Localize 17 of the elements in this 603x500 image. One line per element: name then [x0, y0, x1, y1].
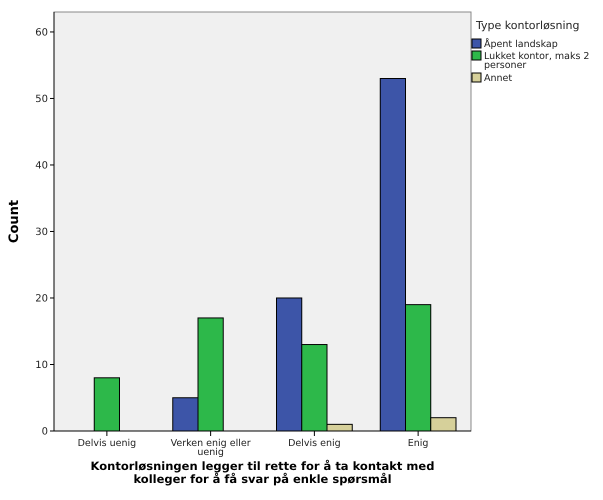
legend-label: Annet	[484, 73, 512, 84]
legend-title: Type kontorløsning	[475, 19, 580, 32]
y-tick-label: 10	[35, 360, 48, 371]
x-tick-label: Enig	[408, 438, 428, 449]
legend-label: Åpent landskap	[484, 38, 558, 50]
x-axis-title: Kontorløsningen legger til rette for å ta kontakt med kolleger for å få svar på enkle spørsmål	[90, 459, 434, 486]
legend-label: Lukket kontor, maks 2 personer	[484, 51, 590, 71]
y-tick-label: 50	[35, 94, 48, 105]
y-tick-label: 40	[35, 160, 48, 172]
y-tick-label: 0	[42, 426, 48, 438]
y-tick-label: 20	[35, 293, 48, 304]
x-tick-label: Delvis enig	[288, 438, 341, 449]
y-axis-title: Count	[7, 200, 22, 244]
y-tick-label: 60	[35, 27, 48, 38]
y-tick-label: 30	[35, 226, 48, 238]
x-tick-label: Verken enig eller uenig	[170, 438, 251, 458]
x-tick-label: Delvis uenig	[78, 438, 136, 449]
